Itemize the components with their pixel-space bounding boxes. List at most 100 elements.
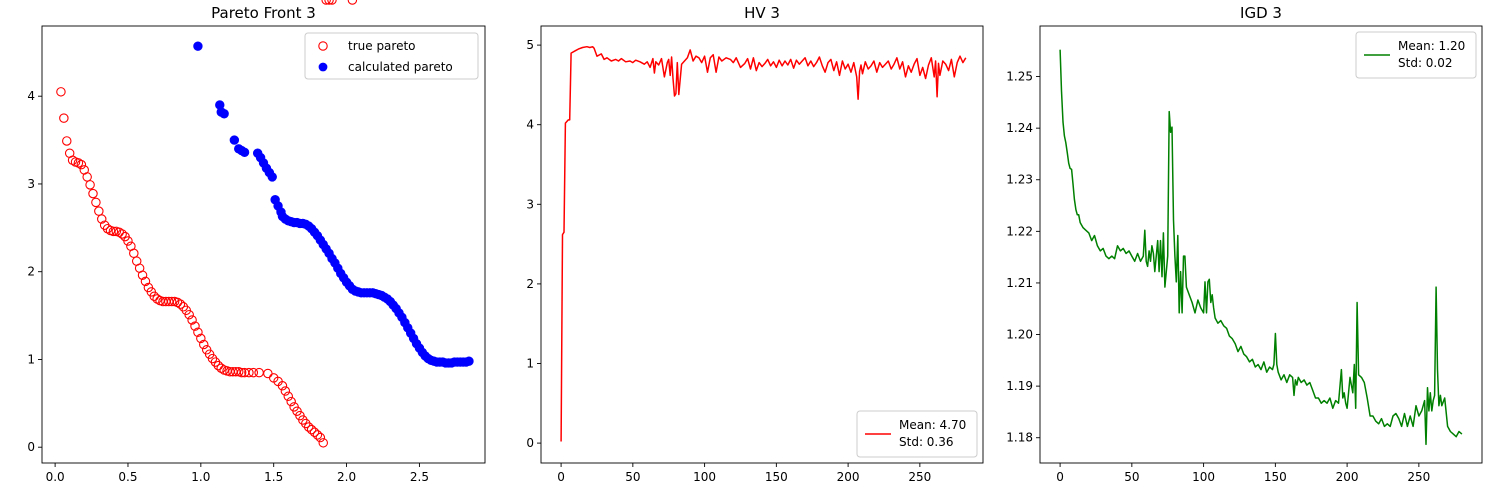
data-point (94, 206, 104, 216)
x-tick-label: 2.0 (337, 470, 356, 484)
data-point (82, 172, 92, 182)
data-point (62, 136, 72, 146)
series-hv-line (560, 45, 967, 442)
y-tick-label: 4 (526, 118, 534, 132)
x-tick-label: 150 (765, 470, 788, 484)
plot-frame (1039, 25, 1483, 464)
plot-frame (41, 25, 486, 464)
x-tick-label: 100 (693, 470, 716, 484)
data-point (318, 438, 328, 448)
legend: Mean: 4.70 Std: 0.36 (856, 410, 978, 458)
x-tick-label: 200 (1336, 470, 1359, 484)
data-point (99, 220, 110, 230)
chart-title: HV 3 (744, 4, 780, 22)
data-point (166, 296, 177, 307)
data-point (301, 418, 311, 429)
data-point (199, 339, 209, 350)
x-tick-label: 0 (557, 470, 565, 484)
data-point (178, 302, 189, 312)
series-line (1059, 49, 1463, 446)
data-point (286, 396, 296, 407)
x-tick-label: 250 (908, 470, 931, 484)
x-tick-label: 1.0 (191, 470, 210, 484)
data-point (464, 356, 474, 366)
data-point (219, 109, 229, 119)
series-true-pareto (56, 0, 358, 448)
x-tick-label: 200 (837, 470, 860, 484)
legend-label: Std: 0.02 (1398, 56, 1453, 70)
series-calculated-pareto (193, 41, 474, 368)
y-tick-label: 1.21 (1006, 276, 1033, 290)
data-point (123, 236, 133, 246)
data-point (102, 223, 113, 234)
data-point (303, 422, 314, 432)
legend-marker (318, 41, 328, 51)
x-tick-label: 50 (625, 470, 640, 484)
legend: Mean: 1.20 Std: 0.02 (1355, 31, 1477, 79)
data-point (190, 321, 200, 331)
data-point (73, 158, 84, 168)
data-point (117, 229, 127, 239)
data-point (76, 159, 87, 170)
legend-marker (318, 62, 328, 72)
x-tick-label: 0.5 (118, 470, 137, 484)
data-point (175, 299, 186, 309)
x-tick-label: 2.5 (410, 470, 429, 484)
data-point (140, 276, 151, 287)
y-tick-label: 5 (526, 38, 534, 52)
data-point (283, 391, 294, 402)
data-point (280, 386, 291, 396)
data-point (229, 135, 240, 145)
data-point (129, 248, 139, 259)
y-tick-label: 2 (27, 265, 35, 279)
data-point (309, 427, 320, 438)
y-tick-label: 1 (526, 357, 534, 371)
data-point (96, 214, 107, 224)
y-tick-label: 1.25 (1006, 70, 1033, 84)
data-point (193, 41, 203, 51)
series-igd-line (1059, 49, 1463, 446)
y-tick-label: 4 (27, 89, 35, 103)
legend-box (304, 32, 479, 80)
data-point (267, 172, 277, 182)
data-point (59, 113, 69, 123)
pareto-front-panel: Pareto Front 3 0.0 0.5 1.0 1.5 2.0 2.5 0 1 2 3 4 tru… (27, 0, 486, 484)
data-point (315, 432, 326, 443)
legend-box (856, 410, 978, 458)
data-point (254, 367, 264, 378)
data-point (196, 333, 206, 344)
x-tick-label: 0.0 (46, 470, 65, 484)
data-point (239, 147, 250, 158)
x-tick-label: 50 (1124, 470, 1139, 484)
x-tick-label: 150 (1264, 470, 1287, 484)
data-point (263, 368, 273, 379)
y-tick-label: 2 (526, 277, 534, 291)
data-point (88, 188, 98, 199)
data-point (108, 226, 119, 237)
x-tick-label: 0 (1056, 470, 1064, 484)
plot-frame (540, 25, 984, 464)
data-point (244, 367, 254, 378)
data-point (216, 363, 226, 373)
legend-label: Mean: 1.20 (1398, 39, 1465, 53)
data-point (187, 315, 197, 325)
y-tick-label: 3 (526, 197, 534, 211)
y-tick-label: 0 (526, 436, 534, 450)
y-tick-label: 1.18 (1006, 431, 1033, 445)
legend-label: calculated pareto (348, 60, 453, 74)
legend-label: true pareto (348, 39, 416, 53)
y-tick-label: 1.22 (1006, 224, 1033, 238)
legend: true pareto calculated pareto (304, 32, 479, 80)
data-point (184, 309, 194, 320)
y-tick-label: 1.20 (1006, 328, 1033, 342)
data-point (137, 270, 148, 280)
data-point (347, 0, 358, 5)
x-tick-label: 100 (1192, 470, 1215, 484)
series-line (560, 45, 967, 442)
data-point (67, 155, 78, 166)
hv-panel: HV 3 0 50 100 150 200 250 0 1 2 3 4 5 Mean: 4.70 Std: … (526, 4, 984, 484)
y-tick-label: 1 (27, 352, 35, 366)
x-tick-label: 250 (1407, 470, 1430, 484)
data-point (321, 0, 331, 5)
